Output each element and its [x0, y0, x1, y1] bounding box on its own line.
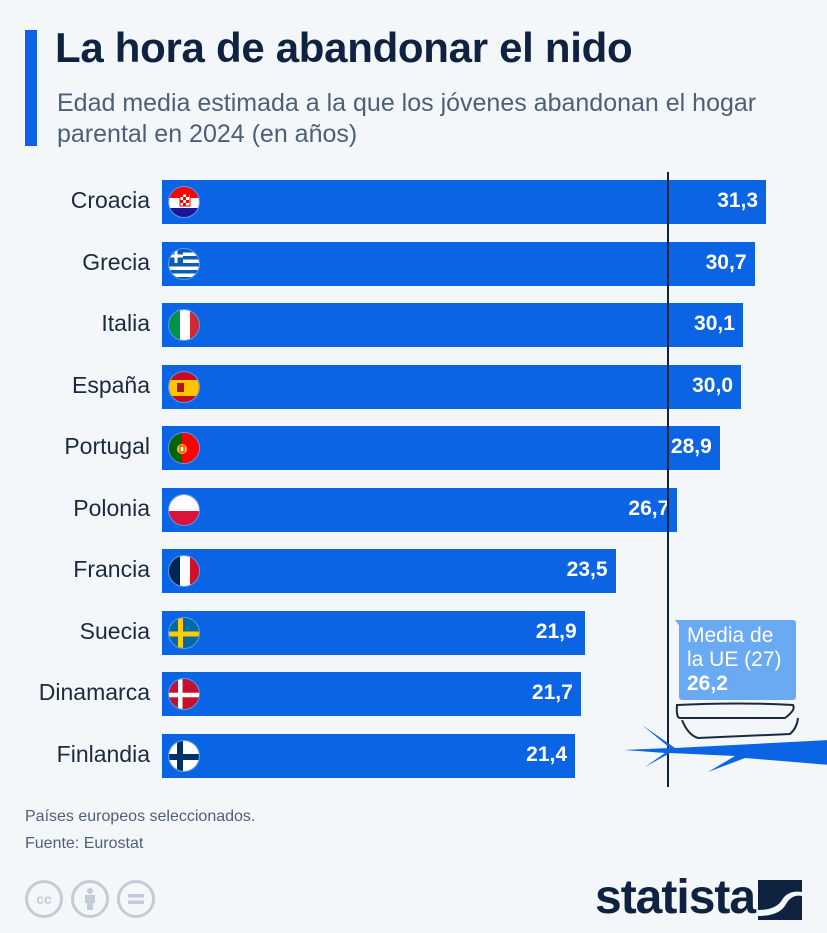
value-label: 21,9	[535, 619, 577, 643]
country-label: Francia	[73, 556, 150, 582]
value-label: 21,4	[526, 742, 568, 766]
country-label: Finlandia	[56, 740, 150, 767]
bird-nest-illustration	[624, 702, 827, 772]
sweden-flag-icon	[168, 616, 200, 649]
country-label: Portugal	[64, 433, 150, 459]
finland-flag-icon	[168, 739, 200, 772]
source-note: Fuente: Eurostat	[25, 835, 144, 852]
no-derivatives-icon[interactable]	[117, 880, 155, 918]
croatia-flag-icon	[168, 186, 200, 218]
eu-average-label: Media de la UE (27) 26,2	[675, 620, 796, 700]
denmark-flag-icon	[168, 678, 200, 710]
eu-average-value: 26,2	[687, 672, 728, 695]
country-label: Croacia	[70, 187, 150, 213]
bar	[162, 426, 720, 470]
country-label: España	[71, 371, 150, 398]
value-label: 30,7	[705, 250, 747, 274]
italy-flag-icon	[168, 309, 200, 341]
portugal-flag-icon	[168, 432, 200, 464]
license-icons: cc	[25, 880, 155, 918]
bar	[162, 180, 767, 224]
value-label: 31,3	[717, 189, 759, 212]
country-label: Polonia	[73, 494, 150, 521]
value-label: 23,5	[566, 558, 608, 581]
page-title: La hora de abandonar el nido	[55, 24, 633, 71]
statista-logo[interactable]: statista	[595, 871, 756, 924]
attribution-icon[interactable]	[71, 880, 109, 918]
bar	[162, 610, 585, 655]
bar	[162, 549, 616, 593]
value-label: 28,9	[670, 435, 712, 458]
bar	[162, 241, 755, 286]
bar	[162, 487, 678, 532]
footnote: Países europeos seleccionados.	[25, 808, 256, 825]
value-label: 21,7	[531, 681, 573, 704]
value-label: 30,1	[694, 312, 735, 335]
cc-icon[interactable]: cc	[25, 880, 63, 918]
eu-average-label-line2: la UE (27)	[687, 648, 782, 671]
poland-flag-icon	[168, 493, 200, 526]
bar	[162, 364, 741, 409]
page-subtitle: Edad media estimada a la que los jóvenes…	[57, 89, 757, 148]
country-label: Dinamarca	[38, 679, 150, 705]
greece-flag-icon	[168, 247, 200, 280]
title-accent-bar	[25, 30, 37, 146]
country-label: Grecia	[82, 248, 150, 275]
statista-logo-icon	[758, 880, 802, 920]
bar-chart: Croacia 31,3 Grecia 30,7 Italia 30,1 España 30,…	[0, 170, 827, 790]
bar	[162, 733, 576, 778]
spain-flag-icon	[168, 370, 200, 403]
france-flag-icon	[168, 555, 200, 587]
eu-average-label-line1: Media de	[687, 624, 774, 647]
country-label: Suecia	[79, 617, 150, 644]
bar	[162, 672, 581, 716]
country-label: Italia	[101, 310, 150, 336]
value-label: 30,0	[692, 373, 733, 397]
value-label: 26,7	[628, 496, 670, 520]
eu-average-line	[666, 172, 669, 787]
bar	[162, 303, 743, 347]
